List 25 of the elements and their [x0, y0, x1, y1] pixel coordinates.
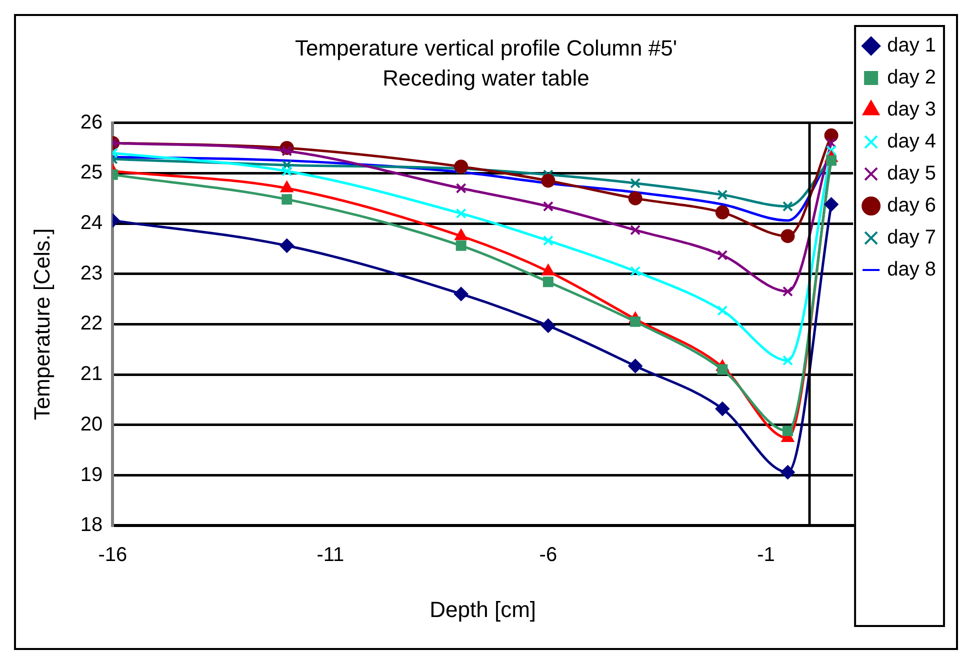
x-tick-label: -11 — [316, 544, 344, 566]
y-tick-label: 24 — [80, 212, 103, 234]
legend-label: day 8 — [887, 258, 936, 281]
legend-label: day 7 — [887, 226, 936, 249]
y-tick-label: 23 — [80, 262, 103, 284]
x-tick-label: -1 — [757, 544, 775, 566]
chart-subtitle: Receding water table — [382, 66, 590, 91]
x-tick-label: -16 — [98, 544, 128, 566]
chart-title: Temperature vertical profile Column #5' — [294, 35, 678, 60]
y-tick-label: 18 — [80, 514, 103, 536]
y-tick-label: 21 — [80, 363, 103, 386]
y-tick-label: 25 — [80, 162, 103, 184]
y-tick-label: 26 — [80, 111, 103, 134]
legend-label: day 4 — [887, 130, 936, 153]
legend-label: day 5 — [887, 162, 936, 185]
legend-label: day 2 — [887, 66, 936, 89]
y-tick-label: 19 — [80, 464, 103, 486]
y-tick-label: 20 — [80, 413, 103, 436]
x-axis-title: Depth [cm] — [430, 596, 536, 622]
y-tick-label: 22 — [80, 312, 103, 335]
legend-label: day 6 — [887, 194, 936, 217]
legend-label: day 3 — [887, 98, 936, 121]
y-axis-title: Temperature [Cels.] — [29, 228, 54, 420]
legend-label: day 1 — [887, 34, 936, 57]
x-tick-label: -6 — [539, 544, 558, 566]
